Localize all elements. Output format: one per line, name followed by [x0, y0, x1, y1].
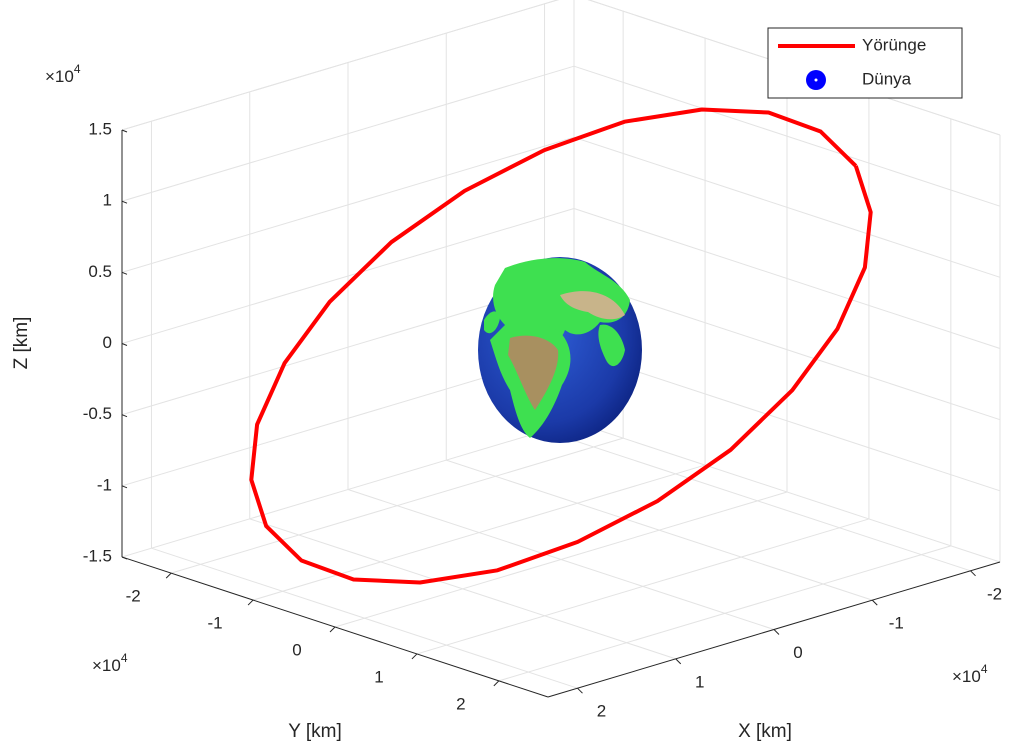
- y-tick: [493, 680, 500, 687]
- earth: [478, 257, 642, 443]
- grid-line: [121, 421, 575, 558]
- z-tick-label: 0.5: [88, 262, 112, 281]
- x-tick-label: -2: [987, 584, 1002, 603]
- z-tick: [121, 129, 128, 133]
- z-tick: [121, 343, 128, 346]
- grid-line: [573, 350, 1001, 492]
- x-tick: [773, 629, 780, 635]
- x-tick-label: -1: [889, 614, 904, 633]
- z-tick: [121, 485, 128, 489]
- x-tick: [577, 687, 583, 694]
- grid-line: [121, 208, 575, 344]
- z-tick-label: 0: [103, 333, 112, 352]
- z-exponent: ×104: [45, 62, 81, 86]
- grid-line: [121, 65, 575, 202]
- y-axis-label: Y [km]: [288, 721, 342, 742]
- plot-area: [249, 107, 873, 585]
- grid-line: [573, 208, 1001, 349]
- grid-line: [252, 464, 706, 601]
- y-tick: [329, 626, 336, 633]
- grid-line: [573, 65, 1001, 207]
- z-tick: [121, 556, 128, 560]
- z-tick: [121, 271, 128, 275]
- grid-line: [573, 136, 1001, 278]
- x-tick-label: 0: [793, 643, 802, 662]
- grid-line: [498, 545, 951, 682]
- z-tick: [121, 414, 128, 418]
- y-tick-label: 0: [292, 640, 301, 659]
- exponent-base: ×10: [45, 67, 74, 86]
- x-tick-label: 1: [695, 672, 704, 691]
- z-tick: [121, 200, 128, 204]
- z-tick-label: 1.5: [88, 119, 112, 138]
- y-tick: [247, 599, 254, 606]
- x-tick: [871, 599, 878, 606]
- x-tick-label: 2: [597, 702, 606, 721]
- z-tick-label: -1.5: [83, 546, 112, 565]
- y-exponent: ×104: [92, 651, 128, 675]
- grid-line: [573, 421, 1001, 563]
- legend-label: Yörünge: [862, 35, 926, 54]
- exponent-base: ×10: [952, 667, 981, 686]
- y-tick: [165, 572, 172, 579]
- x-exponent: ×104: [952, 662, 988, 686]
- y-tick-label: 2: [456, 694, 465, 713]
- y-tick-label: -2: [126, 587, 141, 606]
- y-tick-label: 1: [374, 667, 383, 686]
- grid-line: [121, 136, 575, 273]
- z-axis-label: Z [km]: [11, 317, 32, 370]
- grid-line: [416, 518, 870, 655]
- grid-line: [171, 437, 624, 574]
- box-edge: [121, 0, 560, 131]
- x-axis-label: X [km]: [738, 721, 792, 742]
- orbit-line: [249, 107, 873, 585]
- legend-marker-dot: [814, 78, 818, 82]
- exponent-power: 4: [121, 651, 128, 665]
- z-tick-label: -1: [97, 475, 112, 494]
- exponent-power: 4: [981, 662, 988, 676]
- grid-line: [334, 491, 788, 628]
- exponent-power: 4: [74, 62, 81, 76]
- continent: [484, 311, 500, 334]
- y-tick-label: -1: [208, 614, 223, 633]
- legend-label: Dünya: [862, 69, 912, 88]
- labels: X [km] Y [km] Z [km] ×104 ×104 ×104: [11, 62, 988, 742]
- y-tick: [411, 653, 418, 660]
- continent: [598, 324, 625, 367]
- x-tick: [675, 658, 682, 665]
- x-tick: [970, 570, 976, 577]
- z-tick-label: 1: [103, 191, 112, 210]
- continent: [560, 291, 625, 320]
- z-tick-label: -0.5: [83, 404, 112, 423]
- grid-line: [573, 279, 1001, 421]
- exponent-base: ×10: [92, 656, 121, 675]
- legend-box: [767, 27, 963, 99]
- axes: -2 -1 0 1 2 -2 -1 0 1 2 -1.5 -1 -0.5 0 0.5 1 1.5: [83, 119, 1002, 720]
- legend: Yörünge Dünya: [767, 27, 963, 99]
- continent: [493, 258, 630, 340]
- continent: [508, 335, 559, 410]
